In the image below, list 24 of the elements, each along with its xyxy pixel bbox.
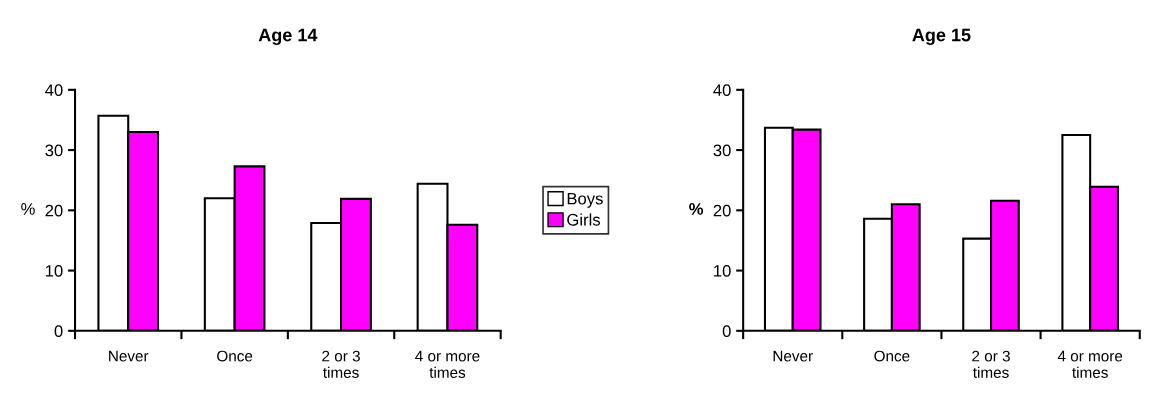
chart-title: Age 14 [258, 28, 318, 46]
y-tick-label: 30 [713, 144, 731, 157]
chart-title: Age 15 [912, 28, 971, 46]
x-tick-label: Never [773, 350, 813, 362]
y-tick-label: 0 [54, 325, 63, 338]
y-tick-label: 20 [45, 204, 63, 217]
x-tick-label: 4 or more times [415, 350, 480, 378]
y-tick-label: 40 [713, 84, 731, 97]
y-tick-label: 20 [713, 204, 731, 217]
x-tick-label: Never [109, 350, 149, 362]
y-tick-label: 0 [722, 325, 731, 338]
y-tick-label: 30 [45, 144, 63, 157]
x-tick-label: 2 or 3 times [322, 350, 360, 378]
x-tick-label: Once [874, 350, 910, 362]
y-tick-label: 10 [45, 264, 63, 277]
x-tick-label: 4 or more times [1057, 350, 1123, 378]
legend-label: Girls [567, 213, 601, 226]
x-tick-label: 2 or 3 times [972, 350, 1010, 378]
y-tick-label: 40 [45, 84, 63, 97]
y-axis-title: % [21, 203, 35, 215]
legend-label: Boys [567, 192, 603, 208]
y-tick-label: 10 [714, 264, 731, 277]
x-tick-label: Once [217, 350, 253, 362]
y-axis-title: % [689, 203, 704, 215]
